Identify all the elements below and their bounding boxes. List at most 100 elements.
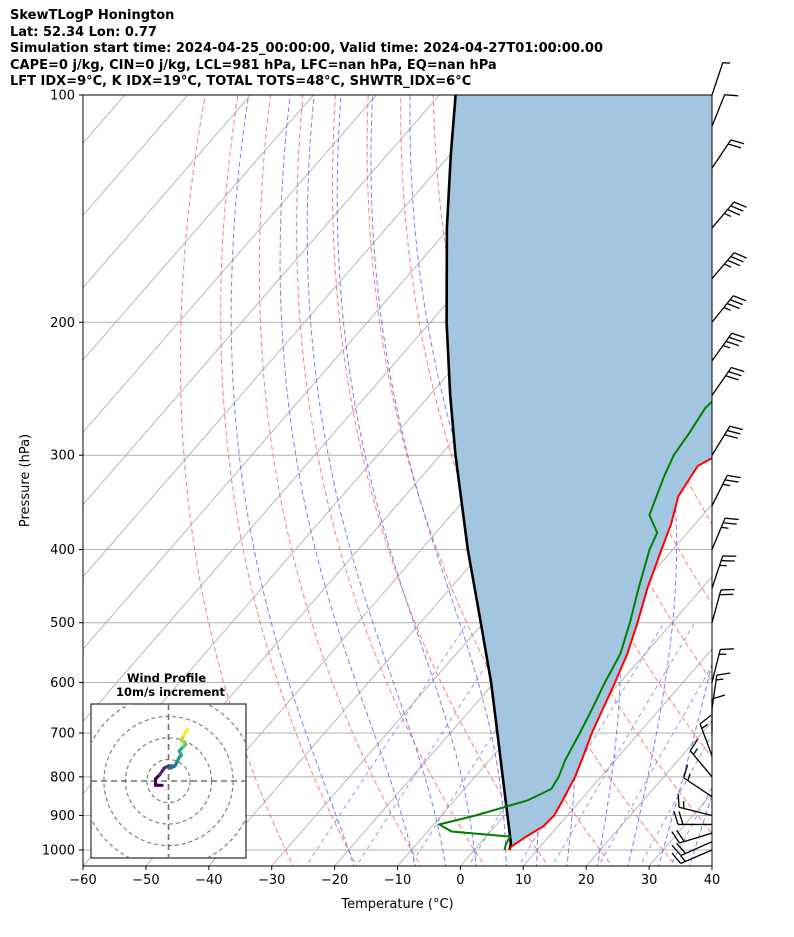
barb-staff <box>711 555 724 589</box>
barb-flag <box>733 201 747 208</box>
isotherm-line <box>83 95 377 433</box>
barb-flag <box>733 252 747 259</box>
moist-adiabat <box>336 95 477 866</box>
wind-barb-110 <box>711 94 739 127</box>
barb-flag <box>671 831 680 844</box>
y-axis-label: Pressure (hPa) <box>18 434 33 527</box>
barb-flag <box>720 648 734 651</box>
y-tick-label: 200 <box>50 316 75 331</box>
barb-flag <box>671 852 682 864</box>
stability-indices-1: CAPE=0 j/kg, CIN=0 j/kg, LCL=981 hPa, LF… <box>10 57 497 73</box>
wind-barb-125 <box>711 139 745 169</box>
x-axis-label: Temperature (°C) <box>340 897 453 912</box>
mixing-ratio-line <box>669 786 712 866</box>
barb-flag <box>725 340 740 347</box>
barb-flag <box>723 522 737 525</box>
x-tick-label: −10 <box>384 873 411 888</box>
barb-flag <box>724 434 738 439</box>
wind-barb-1000 <box>671 849 713 864</box>
dry-adiabat <box>331 95 549 866</box>
barb-staff <box>711 475 728 507</box>
wind-barb-650 <box>711 672 731 709</box>
simulation-times: Simulation start time: 2024-04-25_00:00:… <box>10 41 603 56</box>
barb-staff <box>689 750 713 778</box>
parcel-shading <box>446 95 712 850</box>
dry-adiabat <box>220 95 358 866</box>
barb-flag <box>733 295 747 302</box>
wind-barb-100 <box>711 62 731 96</box>
barb-staff <box>699 723 713 756</box>
wind-barb-450 <box>711 555 737 589</box>
dry-adiabat <box>754 78 794 869</box>
moist-adiabat <box>688 793 712 866</box>
wind-barb-900 <box>677 793 713 817</box>
barb-staff <box>711 589 722 623</box>
dry-adiabat <box>366 95 613 866</box>
isotherm-line <box>585 720 712 866</box>
wind-barb-500 <box>711 588 735 623</box>
moist-adiabat <box>409 95 539 866</box>
barb-staff <box>680 841 713 857</box>
barb-staff <box>711 201 735 229</box>
isotherm-line <box>772 78 794 869</box>
isotherm-line <box>83 95 189 217</box>
barb-flag <box>725 517 739 521</box>
temperature-line <box>508 456 712 851</box>
barb-flag <box>727 209 741 216</box>
dry-adiabat <box>180 95 294 866</box>
cin-shading <box>446 95 712 850</box>
barb-staff <box>711 94 726 127</box>
y-tick-label: 900 <box>50 809 75 824</box>
barb-flag <box>724 94 739 97</box>
wind-barb-850 <box>683 764 713 798</box>
x-tick-label: −20 <box>321 873 348 888</box>
wind-barb-700 <box>711 694 726 734</box>
barb-half-flag <box>723 306 731 311</box>
barb-flag <box>678 811 684 825</box>
chart-header: SkewTLogP Honington Lat: 52.34 Lon: 0.77… <box>10 8 603 91</box>
hodograph-plot <box>91 704 246 858</box>
barb-flag <box>727 429 741 435</box>
wind-barb-175 <box>711 252 747 279</box>
isotherm-line <box>522 648 712 866</box>
barb-flag <box>730 139 745 145</box>
wind-barb-800 <box>689 738 713 778</box>
barb-flag <box>689 738 699 752</box>
barb-flag <box>727 259 741 267</box>
barb-flag <box>730 255 744 263</box>
barb-flag <box>728 370 742 377</box>
barb-staff <box>683 777 713 798</box>
hodograph-title: Wind Profile <box>127 671 207 685</box>
y-tick-label: 100 <box>50 89 75 104</box>
barb-flag <box>725 375 739 381</box>
wind-barb-400 <box>711 517 739 550</box>
barb-flag <box>731 366 745 373</box>
barb-half-flag <box>724 263 732 268</box>
moist-adiabat <box>279 95 417 866</box>
wind-barb-250 <box>711 366 745 396</box>
barb-staff <box>711 252 735 279</box>
barb-half-flag <box>701 723 709 730</box>
wind-barb-225 <box>711 332 745 362</box>
wind-barb-150 <box>711 201 747 229</box>
barb-staff <box>711 332 733 362</box>
y-tick-label: 800 <box>50 770 75 785</box>
isotherm-line <box>83 95 503 578</box>
barb-half-flag <box>721 526 729 529</box>
barb-staff <box>711 295 734 323</box>
dry-adiabat <box>258 95 422 866</box>
profiles <box>436 95 712 851</box>
barb-flag <box>727 474 741 479</box>
mixing-ratio-line <box>639 733 712 866</box>
y-tick-label: 300 <box>50 449 75 464</box>
x-tick-label: −60 <box>69 873 96 888</box>
barb-flag <box>729 425 744 431</box>
parcel-profile-line <box>445 95 513 851</box>
barb-staff <box>678 806 713 817</box>
barb-staff <box>711 425 731 456</box>
stability-indices-2: LFT IDX=9°C, K IDX=19°C, TOTAL TOTS=48°C… <box>10 74 472 89</box>
barb-half-flag <box>724 212 732 218</box>
x-tick-label: −30 <box>258 873 285 888</box>
mixing-ratio-line <box>305 622 469 866</box>
